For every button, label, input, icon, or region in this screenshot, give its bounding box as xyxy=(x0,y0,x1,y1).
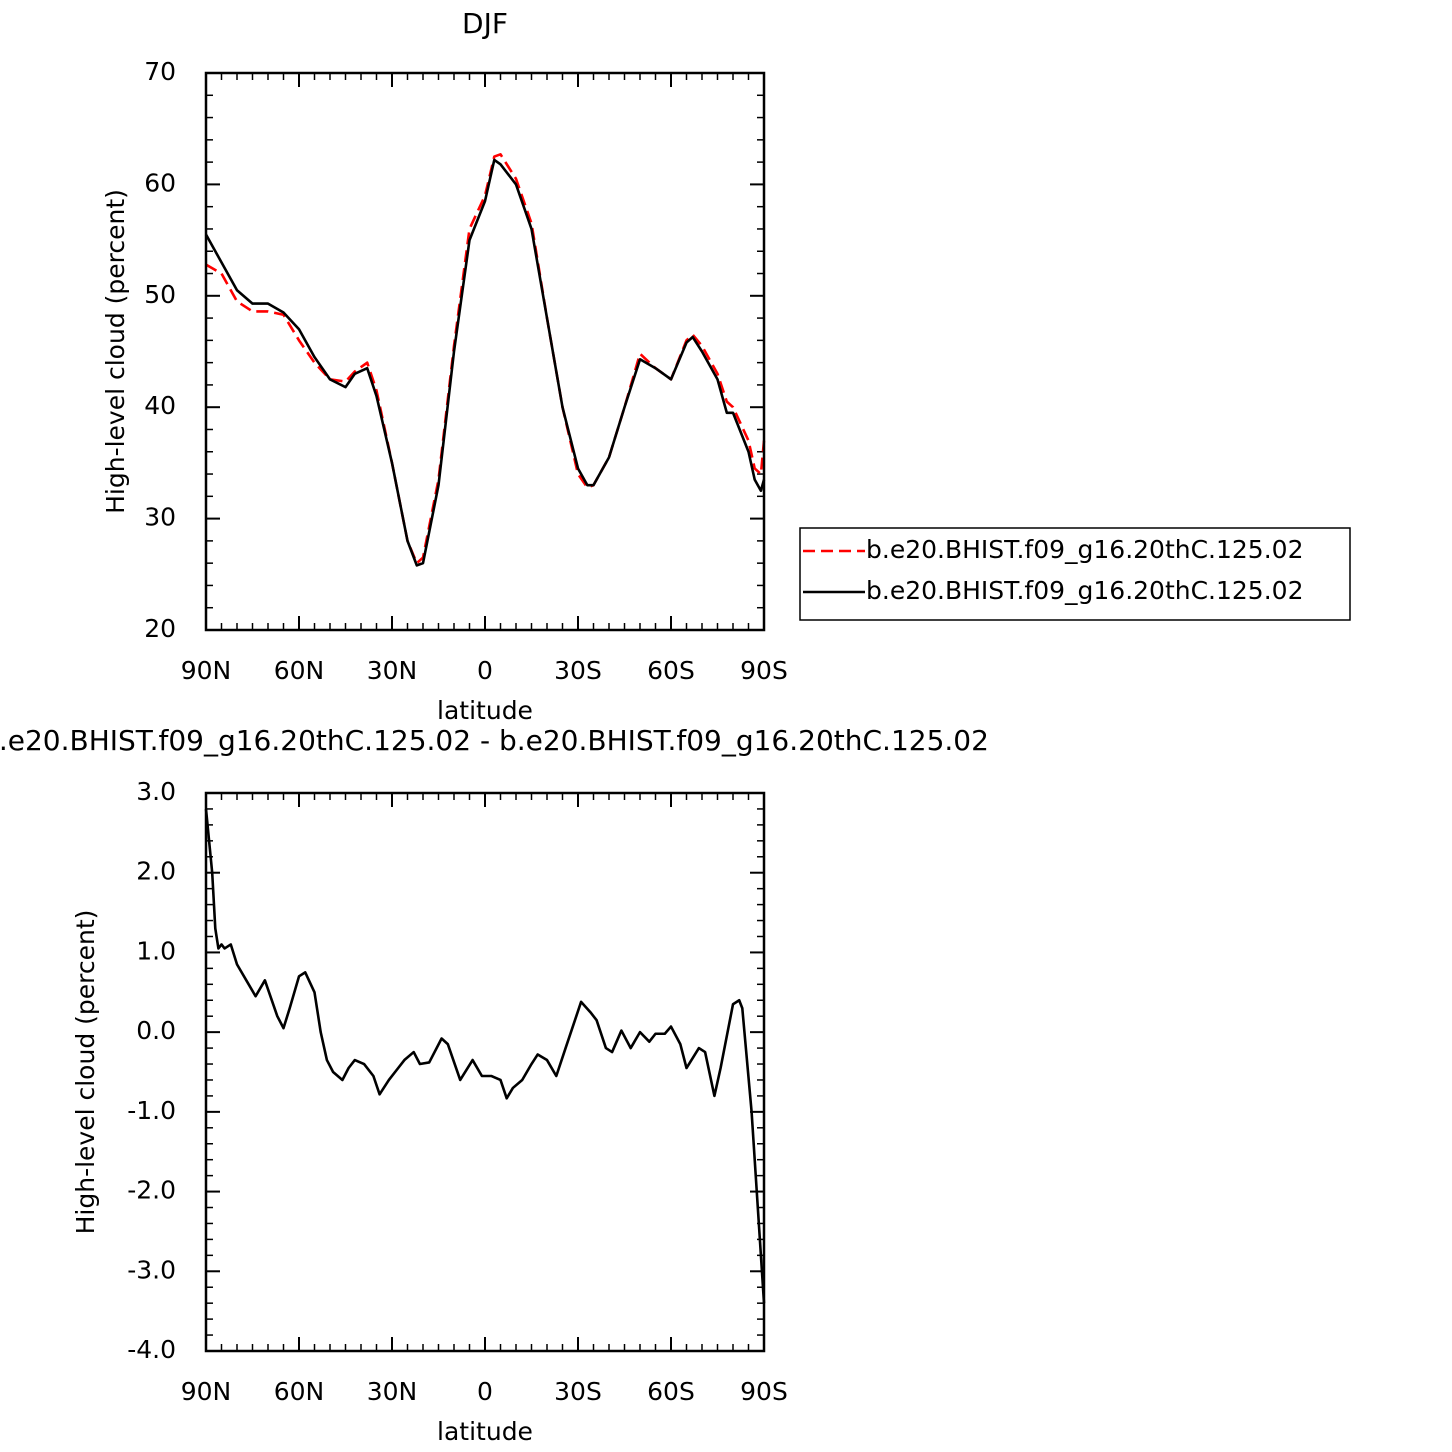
y-tick-label: -1.0 xyxy=(127,1096,176,1125)
x-tick-label: 0 xyxy=(477,1377,493,1406)
x-tick-label: 90N xyxy=(181,1377,232,1406)
y-tick-label: 60 xyxy=(144,168,176,197)
x-tick-label: 30N xyxy=(367,656,418,685)
x-tick-label: 90S xyxy=(740,1377,788,1406)
chart-title: b.e20.BHIST.f09_g16.20thC.125.02 - b.e20… xyxy=(0,724,989,757)
y-axis-label: High-level cloud (percent) xyxy=(71,910,100,1235)
legend-label: b.e20.BHIST.f09_g16.20thC.125.02 xyxy=(866,576,1303,605)
plot-frame xyxy=(204,71,766,632)
x-axis-label: latitude xyxy=(437,696,533,725)
plot-frame xyxy=(204,791,766,1353)
data-line xyxy=(204,158,766,567)
data-line xyxy=(204,808,766,1304)
y-tick-label: 2.0 xyxy=(136,857,176,886)
x-tick-label: 60S xyxy=(647,1377,695,1406)
legend-label: b.e20.BHIST.f09_g16.20thC.125.02 xyxy=(866,535,1303,564)
y-tick-label: 3.0 xyxy=(136,777,176,806)
y-tick-label: 40 xyxy=(144,391,176,420)
y-tick-label: 20 xyxy=(144,614,176,643)
x-tick-label: 60N xyxy=(274,1377,325,1406)
y-tick-label: 50 xyxy=(144,280,176,309)
x-tick-label: 60N xyxy=(274,656,325,685)
y-tick-label: -4.0 xyxy=(127,1335,176,1364)
y-tick-label: 1.0 xyxy=(136,936,176,965)
y-tick-label: 30 xyxy=(144,503,176,532)
chart-title: DJF xyxy=(462,7,508,40)
x-tick-label: 30S xyxy=(554,656,602,685)
x-tick-label: 30S xyxy=(554,1377,602,1406)
y-tick-label: 0.0 xyxy=(136,1016,176,1045)
x-tick-label: 90S xyxy=(740,656,788,685)
y-tick-label: -2.0 xyxy=(127,1176,176,1205)
x-tick-label: 60S xyxy=(647,656,695,685)
y-tick-label: -3.0 xyxy=(127,1255,176,1284)
x-tick-label: 0 xyxy=(477,656,493,685)
data-line xyxy=(205,153,766,565)
legend-box xyxy=(799,527,1351,621)
x-tick-label: 90N xyxy=(181,656,232,685)
y-axis-label: High-level cloud (percent) xyxy=(101,189,130,514)
y-tick-label: 70 xyxy=(144,57,176,86)
x-tick-label: 30N xyxy=(367,1377,418,1406)
x-axis-label: latitude xyxy=(437,1417,533,1446)
